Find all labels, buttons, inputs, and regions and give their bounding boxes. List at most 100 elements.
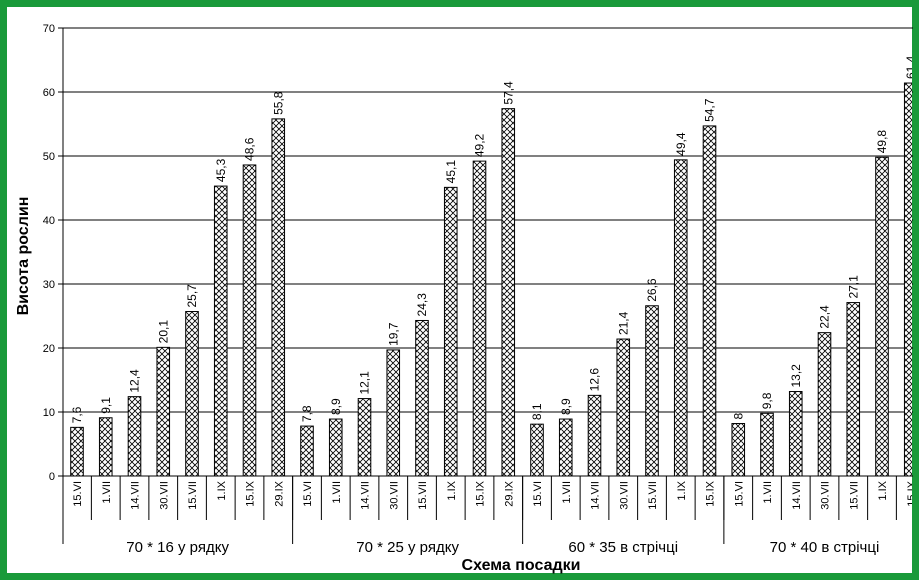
- bar: [846, 302, 861, 477]
- bar: [501, 108, 516, 477]
- category-label: 15.IX: [475, 480, 487, 506]
- labels: 7,6 15.VI 9,1 1.VII 12,4 14.VII 20,1 30.VII 25,7…: [70, 55, 918, 556]
- bar: [616, 338, 631, 477]
- bar: [702, 125, 717, 477]
- category-label: 15.IX: [906, 480, 918, 506]
- bar: [386, 349, 401, 477]
- category-label: 1.VII: [762, 481, 774, 504]
- category-label: 1.VII: [561, 481, 573, 504]
- data-label: 12,1: [358, 371, 372, 395]
- y-tick-label: 20: [43, 343, 55, 355]
- bar: [817, 332, 832, 477]
- category-label: 15.VII: [417, 481, 429, 510]
- bar: [242, 164, 257, 477]
- data-label: 8,1: [530, 403, 544, 420]
- category-label: 14.VII: [130, 481, 142, 510]
- axes: 0 10 20 30 40 50 60 70: [43, 23, 913, 544]
- category-label: 1.IX: [676, 480, 688, 500]
- category-label: 15.VI: [532, 481, 544, 507]
- category-label: 30.VII: [388, 481, 400, 510]
- data-label: 27,1: [846, 275, 860, 299]
- bar: [530, 423, 544, 477]
- data-label: 49,4: [674, 132, 688, 156]
- data-label: 26,6: [645, 278, 659, 302]
- bar: [415, 319, 429, 477]
- y-axis-title: Висота рослин: [15, 197, 32, 316]
- data-label: 13,2: [789, 364, 803, 388]
- bar: [185, 311, 199, 477]
- y-tick-label: 30: [43, 279, 55, 291]
- category-label: 15.VI: [733, 481, 745, 507]
- category-label: 1.VII: [101, 481, 113, 504]
- group-label: 70 * 16 у рядку: [126, 539, 229, 556]
- x-axis-title: Схема посадки: [462, 557, 581, 574]
- bars: [70, 82, 912, 477]
- bar: [903, 82, 912, 477]
- y-tick-label: 70: [43, 23, 55, 35]
- category-label: 14.VII: [791, 481, 803, 510]
- y-tick-label: 40: [43, 215, 55, 227]
- category-label: 29.IX: [273, 480, 285, 506]
- category-label: 1.VII: [331, 481, 343, 504]
- gridlines: [63, 27, 913, 413]
- data-label: 22,4: [818, 305, 832, 329]
- bar: [875, 156, 889, 477]
- category-label: 29.IX: [503, 480, 515, 506]
- data-label: 54,7: [703, 98, 717, 122]
- data-label: 8,9: [559, 398, 573, 415]
- bar: [645, 305, 659, 477]
- category-label: 14.VII: [590, 481, 602, 510]
- data-label: 61,4: [904, 55, 918, 79]
- bar: [558, 418, 573, 477]
- y-tick-label: 60: [43, 87, 55, 99]
- bar: [300, 425, 314, 477]
- category-label: 15.VI: [302, 481, 314, 507]
- data-label: 12,4: [128, 369, 142, 393]
- data-label: 7,6: [70, 406, 84, 423]
- bar: [357, 398, 372, 477]
- category-label: 30.VII: [618, 481, 630, 510]
- bar: [731, 423, 746, 477]
- data-label: 20,1: [156, 320, 170, 344]
- bar: [156, 346, 171, 477]
- bar: [98, 417, 113, 477]
- bar: [127, 396, 142, 477]
- data-label: 25,7: [185, 284, 199, 308]
- data-label: 49,8: [875, 130, 889, 154]
- category-label: 1.IX: [446, 480, 458, 500]
- bar: [760, 412, 774, 477]
- category-label: 30.VII: [820, 481, 832, 510]
- category-label: 15.IX: [705, 480, 717, 506]
- bar: [443, 186, 458, 477]
- bar: [70, 426, 84, 477]
- data-label: 45,1: [444, 160, 458, 184]
- data-label: 21,4: [616, 311, 630, 335]
- group-label: 70 * 25 у рядку: [356, 539, 459, 556]
- data-label: 57,4: [501, 81, 515, 105]
- data-label: 8,9: [329, 398, 343, 415]
- y-tick-label: 10: [43, 407, 55, 419]
- category-label: 15.VII: [848, 481, 860, 510]
- bar: [213, 185, 228, 477]
- y-tick-label: 0: [49, 471, 55, 483]
- category-label: 1.IX: [877, 480, 889, 500]
- bar: [788, 391, 803, 477]
- bar: [472, 160, 487, 477]
- y-tick-label: 50: [43, 151, 55, 163]
- data-label: 45,3: [214, 158, 228, 182]
- data-label: 9,1: [99, 397, 113, 414]
- category-label: 1.IX: [216, 480, 228, 500]
- bar: [587, 394, 602, 477]
- data-label: 12,6: [588, 368, 602, 392]
- data-label: 48,6: [243, 137, 257, 161]
- category-label: 30.VII: [158, 481, 170, 510]
- group-label: 70 * 40 в стрічці: [770, 539, 880, 556]
- group-label: 60 * 35 в стрічці: [568, 539, 678, 556]
- data-label: 49,2: [473, 133, 487, 157]
- data-label: 24,3: [415, 293, 429, 317]
- data-label: 9,8: [760, 392, 774, 409]
- bar: [271, 118, 286, 477]
- category-label: 15.VII: [187, 481, 199, 510]
